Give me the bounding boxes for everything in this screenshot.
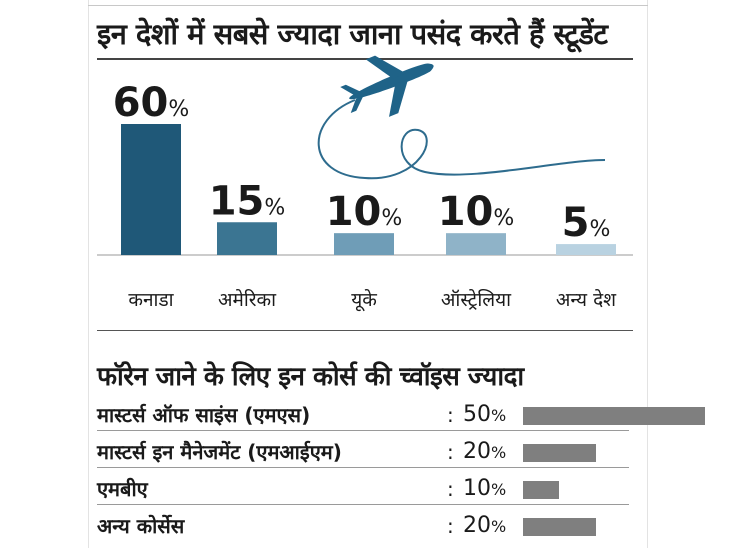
title-underline <box>97 58 633 60</box>
course-label: अन्य कोर्सेस <box>97 514 185 538</box>
course-label: मास्टर्स इन मैनेजमेंट (एमआईएम) <box>97 440 342 464</box>
course-row: अन्य कोर्सेस:20% <box>97 511 637 541</box>
course-colon: : <box>447 477 454 501</box>
category-label-2: यूके <box>351 288 377 312</box>
bar-value-label-3: 10% <box>438 189 515 235</box>
course-row: मास्टर्स इन मैनेजमेंट (एमआईएम):20% <box>97 437 637 468</box>
category-label-0: कनाडा <box>128 289 174 311</box>
bar-value-label-0: 60% <box>113 80 190 126</box>
course-value: 20% <box>463 513 507 538</box>
course-value: 50% <box>463 402 507 427</box>
course-colon: : <box>447 403 454 427</box>
bar-value-label-4: 5% <box>562 200 611 246</box>
bar-4 <box>556 244 616 255</box>
course-bar <box>523 444 596 462</box>
course-row: एमबीए:10% <box>97 474 637 505</box>
category-label-3: ऑस्ट्रेलिया <box>441 288 512 311</box>
bar-3 <box>446 233 506 255</box>
course-label: मास्टर्स ऑफ साइंस (एमएस) <box>97 403 311 427</box>
course-row: मास्टर्स ऑफ साइंस (एमएस):50% <box>97 400 705 431</box>
course-value: 10% <box>463 476 507 501</box>
bar-2 <box>334 233 394 255</box>
frame-line-left <box>88 0 89 548</box>
category-label-1: अमेरिका <box>218 288 277 311</box>
flight-path-decoration <box>317 99 606 180</box>
course-label: एमबीए <box>97 477 148 501</box>
course-colon: : <box>447 440 454 464</box>
section-divider <box>97 330 633 331</box>
courses-title: फॉरेन जाने के लिए इन कोर्स की च्वॉइस ज्य… <box>97 362 524 392</box>
bar-1 <box>217 222 277 255</box>
category-label-4: अन्य देश <box>556 288 617 311</box>
top-rule <box>88 5 648 6</box>
course-bar <box>523 407 705 425</box>
bar-value-label-2: 10% <box>326 189 403 235</box>
bar-0 <box>121 124 181 255</box>
course-bar <box>523 481 560 499</box>
course-colon: : <box>447 514 454 538</box>
row-divider <box>97 467 629 468</box>
airplane-icon <box>340 55 434 117</box>
course-value: 20% <box>463 439 507 464</box>
frame-line-right <box>647 0 648 548</box>
course-bar <box>523 518 596 536</box>
row-divider <box>97 504 629 505</box>
chart-title: इन देशों में सबसे ज्यादा जाना पसंद करते … <box>97 17 608 51</box>
row-divider <box>97 430 629 431</box>
bar-value-label-1: 15% <box>209 178 286 224</box>
